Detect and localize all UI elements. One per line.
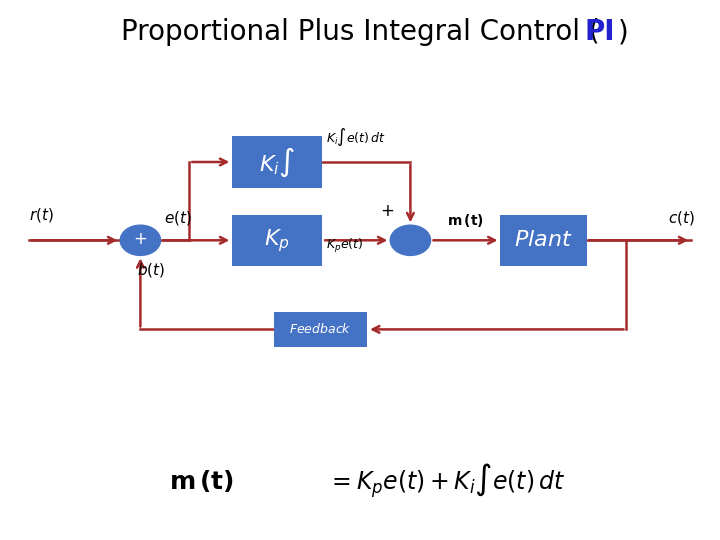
Text: $K_p e(t)$: $K_p e(t)$	[325, 237, 363, 255]
Text: $c(t)$: $c(t)$	[668, 209, 695, 227]
Text: $e(t)$: $e(t)$	[164, 209, 192, 227]
Text: $Plant$: $Plant$	[514, 230, 573, 251]
Text: $r(t)$: $r(t)$	[29, 206, 53, 224]
Text: $-$: $-$	[93, 236, 109, 255]
Text: $+$: $+$	[133, 230, 148, 248]
Text: $Feedback$: $Feedback$	[289, 322, 351, 336]
Text: Proportional Plus Integral Control (: Proportional Plus Integral Control (	[121, 18, 599, 46]
Circle shape	[120, 225, 161, 255]
Circle shape	[390, 225, 431, 255]
Text: PI: PI	[585, 18, 615, 46]
Text: $K_i\int$: $K_i\int$	[259, 145, 295, 179]
Text: $K_p$: $K_p$	[264, 227, 290, 254]
Text: $\mathbf{m\,(t)}$: $\mathbf{m\,(t)}$	[169, 468, 234, 494]
Text: $K_i \int e(t)\, dt$: $K_i \int e(t)\, dt$	[325, 126, 386, 149]
Text: ): )	[618, 18, 629, 46]
FancyBboxPatch shape	[232, 137, 323, 188]
Text: $\mathbf{m\,(t)}$: $\mathbf{m\,(t)}$	[447, 213, 484, 230]
Text: $+$: $+$	[379, 202, 394, 220]
Text: $= K_p e(t) + K_i \int e(t)\, dt$: $= K_p e(t) + K_i \int e(t)\, dt$	[328, 461, 565, 500]
Text: $b(t)$: $b(t)$	[137, 261, 165, 279]
FancyBboxPatch shape	[500, 214, 587, 266]
FancyBboxPatch shape	[274, 312, 367, 347]
FancyBboxPatch shape	[232, 214, 323, 266]
